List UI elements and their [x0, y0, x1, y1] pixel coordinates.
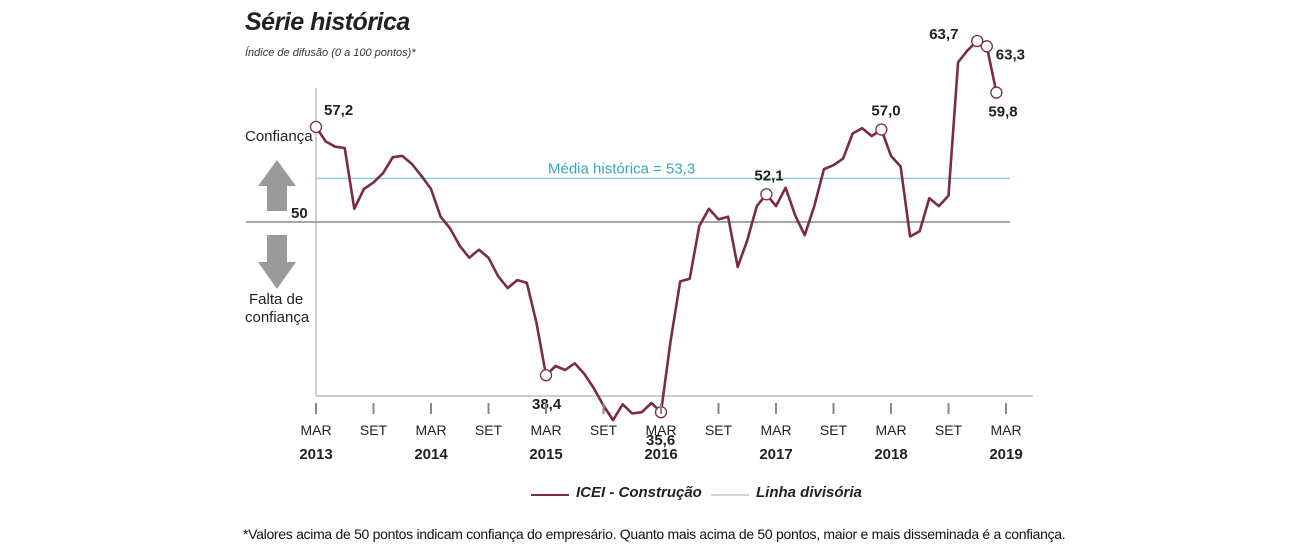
x-year-label-10: 2018	[874, 446, 907, 463]
x-tick-label-1: SET	[360, 422, 388, 438]
data-label-69: 63,7	[929, 26, 958, 43]
x-tick-label-3: SET	[475, 422, 503, 438]
data-label-0: 57,2	[324, 102, 353, 119]
no-confidence-label-line2: confiança	[245, 309, 310, 326]
legend-divider-swatch	[711, 494, 749, 496]
x-year-label-4: 2015	[529, 446, 562, 463]
chart-title: Série histórica	[245, 8, 410, 36]
data-label-70: 63,3	[996, 46, 1025, 63]
series-line-icei	[314, 39, 998, 422]
fifty-label: 50	[291, 205, 308, 222]
marker-70	[980, 40, 993, 53]
chart-subtitle: Índice de difusão (0 a 100 pontos)*	[245, 47, 416, 59]
x-tick-label-2: MAR	[415, 422, 446, 438]
arrow-up-icon	[258, 160, 296, 211]
data-label-36: 35,6	[646, 432, 675, 449]
mean-label: Média histórica = 53,3	[548, 160, 695, 177]
data-label-71: 59,8	[988, 104, 1017, 121]
no-confidence-label-line1: Falta de	[249, 291, 303, 308]
legend-divider-label: Linha divisória	[756, 484, 862, 501]
x-year-label-12: 2019	[989, 446, 1022, 463]
marker-0	[309, 120, 323, 134]
x-tick-label-6: MAR	[645, 422, 676, 438]
x-tick-label-11: SET	[935, 422, 963, 438]
x-tick-label-8: MAR	[760, 422, 791, 438]
marker-24	[539, 369, 553, 382]
confidence-label: Confiança	[245, 128, 313, 145]
x-tick-label-7: SET	[705, 422, 733, 438]
x-year-label-6: 2016	[644, 446, 677, 463]
x-tick-label-12: MAR	[990, 422, 1021, 438]
marker-59	[875, 123, 888, 136]
legend-series-swatch	[531, 494, 569, 496]
legend-series-label: ICEI - Construção	[576, 484, 702, 501]
marker-71	[990, 86, 1003, 99]
x-year-label-0: 2013	[299, 446, 332, 463]
marker-47	[760, 188, 773, 201]
x-tick-label-5: SET	[590, 422, 618, 438]
x-year-label-8: 2017	[759, 446, 792, 463]
footnote: *Valores acima de 50 pontos indicam conf…	[243, 526, 1066, 542]
x-tick-label-4: MAR	[530, 422, 561, 438]
x-tick-label-10: MAR	[875, 422, 906, 438]
arrow-down-icon	[258, 235, 296, 289]
data-label-47: 52,1	[754, 167, 783, 184]
x-year-label-2: 2014	[414, 446, 448, 463]
x-tick-label-9: SET	[820, 422, 848, 438]
x-tick-label-0: MAR	[300, 422, 331, 438]
marker-69	[971, 34, 984, 48]
data-label-59: 57,0	[871, 103, 900, 120]
